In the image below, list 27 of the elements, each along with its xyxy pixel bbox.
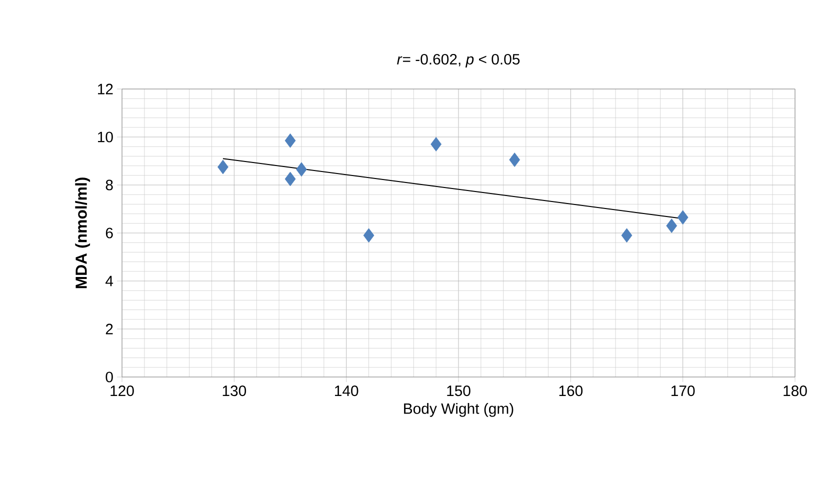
point <box>677 210 688 225</box>
point <box>621 228 632 243</box>
y-axis-title: MDA (nmol/ml) <box>75 178 90 288</box>
x-axis-title: Body Wight (gm) <box>404 402 514 417</box>
y-tick-label: 10 <box>98 132 113 142</box>
point <box>218 160 228 174</box>
chart-title: r= -0.602, p < 0.05 <box>397 54 520 68</box>
y-tick-label: 12 <box>98 84 113 94</box>
x-tick-label: 180 <box>784 386 807 396</box>
point <box>363 228 374 243</box>
point <box>284 172 296 186</box>
x-tick-label: 120 <box>110 386 134 396</box>
point <box>430 136 442 152</box>
x-tick-label: 140 <box>335 386 358 396</box>
x-tick-label: 150 <box>447 386 470 396</box>
point <box>296 162 307 177</box>
y-tick-label: 6 <box>106 228 113 238</box>
y-tick-label: 8 <box>106 180 113 190</box>
y-tick-label: 2 <box>106 324 113 334</box>
y-tick-label: 4 <box>106 276 114 286</box>
x-tick-label: 160 <box>559 386 583 396</box>
point <box>666 218 678 233</box>
x-tick-label: 130 <box>222 386 246 396</box>
y-tick-label: 0 <box>106 372 113 382</box>
x-tick-label: 170 <box>672 386 695 396</box>
point <box>509 152 520 167</box>
point <box>284 133 296 148</box>
